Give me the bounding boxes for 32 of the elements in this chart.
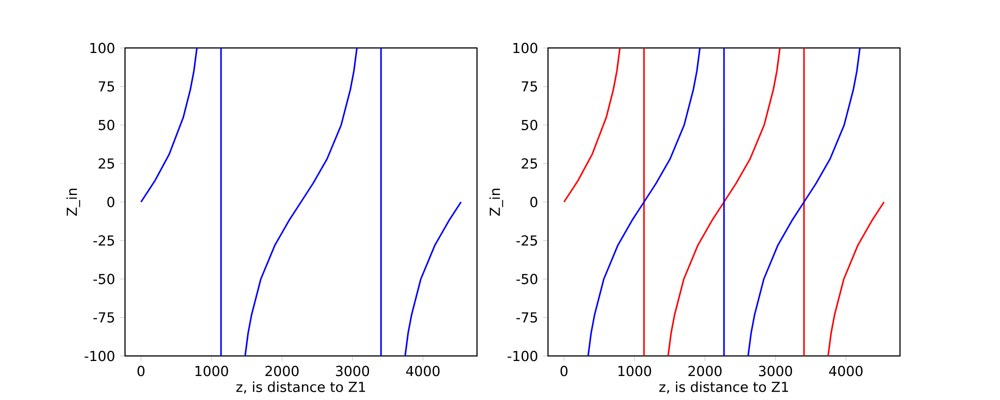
- y-tick-label: -25: [516, 235, 538, 246]
- y-tick-label: -100: [84, 350, 114, 362]
- x-axis-title: z, is distance to Z1: [236, 381, 366, 394]
- y-tick-label: 0: [530, 196, 538, 208]
- x-tick-label: 4000: [829, 366, 863, 376]
- y-tick-label: 75: [98, 81, 114, 92]
- x-tick-label: 2000: [265, 366, 299, 376]
- y-tick-label: 50: [98, 120, 114, 130]
- x-tick-label: 1000: [195, 366, 228, 376]
- y-tick-label: -25: [93, 235, 114, 246]
- y-tick-label: 50: [522, 120, 538, 130]
- y-tick-label: -75: [93, 312, 114, 323]
- y-tick-label: 100: [513, 42, 538, 54]
- y-tick-label: -75: [516, 312, 538, 323]
- y-axis-title: Z_in: [66, 188, 80, 216]
- x-axis-title: z, is distance to Z1: [659, 381, 788, 394]
- y-tick-label: -100: [508, 350, 538, 362]
- y-tick-label: 75: [522, 81, 538, 92]
- y-tick-label: 25: [98, 158, 114, 169]
- y-tick-label: -50: [93, 274, 114, 284]
- y-tick-label: 100: [90, 42, 114, 54]
- x-tick-label: 2000: [688, 366, 722, 376]
- y-axis-title: Z_in: [489, 188, 504, 216]
- x-tick-label: 3000: [758, 366, 792, 376]
- y-tick-label: 0: [107, 196, 114, 208]
- y-tick-label: 25: [522, 158, 538, 169]
- x-tick-label: 0: [138, 366, 144, 376]
- x-tick-label: 4000: [406, 366, 440, 376]
- x-tick-label: 3000: [336, 366, 370, 376]
- x-tick-label: 0: [560, 366, 568, 376]
- y-tick-label: -50: [516, 274, 538, 284]
- x-tick-label: 1000: [618, 366, 652, 376]
